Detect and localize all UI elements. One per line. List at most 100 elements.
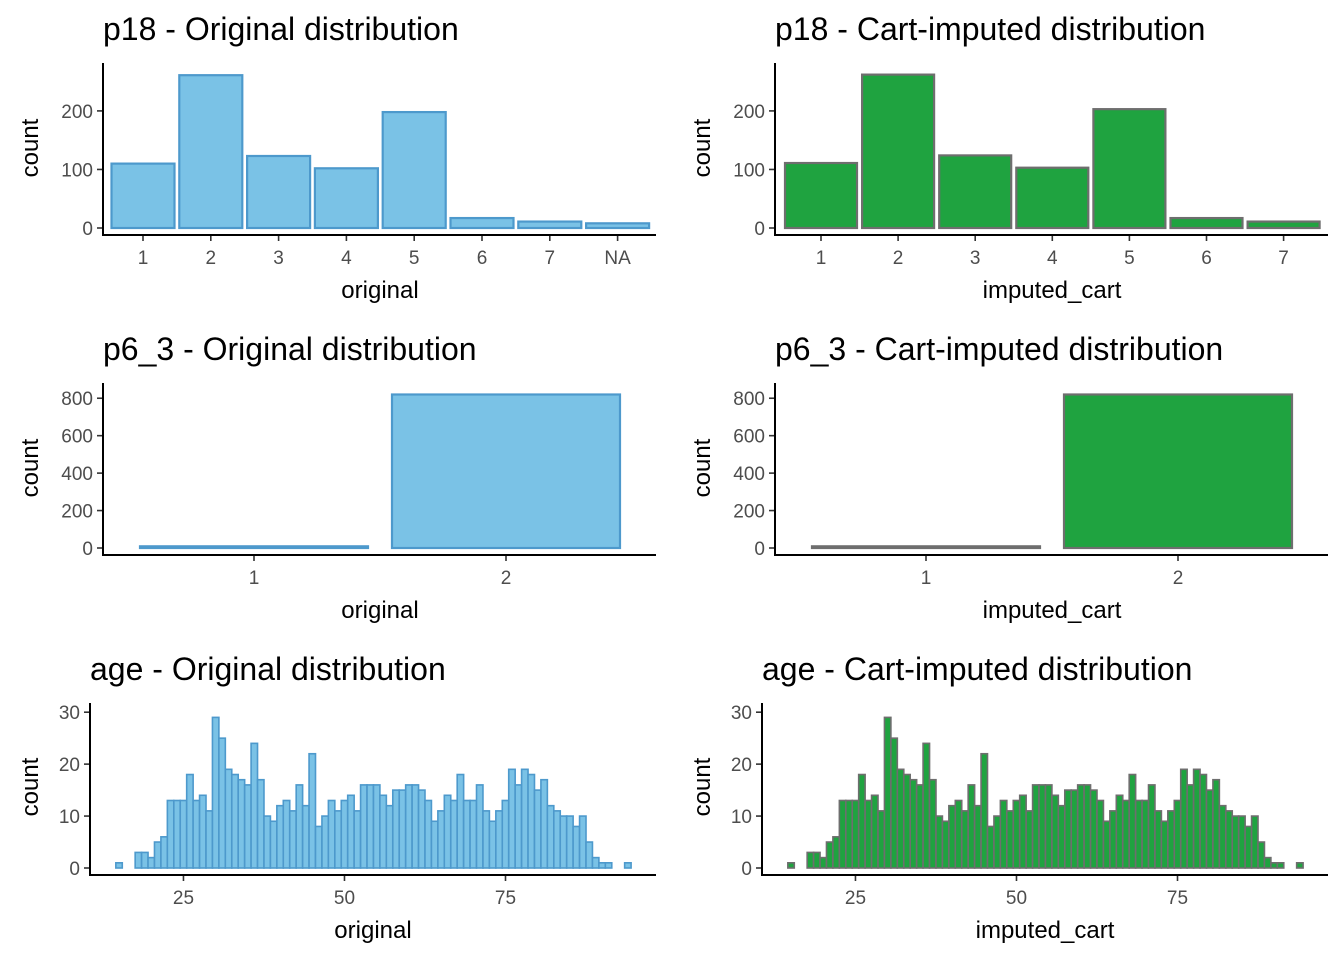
histogram-bin bbox=[948, 804, 957, 869]
histogram-bin bbox=[546, 804, 555, 869]
histogram-bin bbox=[890, 737, 899, 869]
y-tick-label: 400 bbox=[733, 464, 765, 485]
bar-6 bbox=[449, 216, 515, 230]
y-tick-label: 200 bbox=[61, 502, 93, 523]
y-axis-title: count bbox=[689, 118, 716, 177]
panel-title: p6_3 - Original distribution bbox=[103, 331, 477, 367]
x-tick-label: 1 bbox=[816, 248, 827, 269]
histogram-bin bbox=[314, 825, 323, 869]
histogram-bin bbox=[488, 820, 497, 869]
histogram-bin bbox=[482, 810, 491, 869]
histogram-bin bbox=[398, 789, 407, 869]
histogram-bin bbox=[812, 851, 821, 869]
histogram-bin bbox=[1199, 773, 1208, 869]
panel-title: p6_3 - Cart-imputed distribution bbox=[775, 331, 1223, 367]
histogram-bin bbox=[1225, 810, 1234, 869]
histogram-bin bbox=[424, 799, 433, 869]
histogram-bin bbox=[915, 784, 924, 869]
histogram-bin bbox=[1167, 810, 1176, 869]
histogram-bin bbox=[366, 784, 375, 869]
x-tick-label: 6 bbox=[1201, 248, 1212, 269]
y-tick-label: 200 bbox=[733, 502, 765, 523]
histogram-bin bbox=[288, 810, 297, 869]
histogram-bin bbox=[1154, 810, 1163, 869]
histogram-bin bbox=[1109, 810, 1118, 869]
panel-title: p18 - Cart-imputed distribution bbox=[775, 11, 1205, 47]
histogram-bin bbox=[1083, 784, 1092, 869]
histogram-bin bbox=[237, 778, 246, 869]
histogram-bin bbox=[851, 799, 860, 869]
histogram-bin bbox=[1044, 784, 1053, 869]
histogram-bin bbox=[527, 773, 536, 869]
y-axis-title: count bbox=[17, 118, 44, 177]
plot-area: 1 2 3 4 5 6 7 NA 0 100 200 bbox=[61, 63, 656, 269]
histogram-bin bbox=[173, 799, 182, 869]
x-tick-label: 2 bbox=[893, 248, 904, 269]
histogram-bin bbox=[1063, 789, 1073, 869]
y-tick-label: 600 bbox=[733, 427, 765, 448]
x-axis-title: original bbox=[341, 277, 418, 304]
panel-age-imputed: age - Cart-imputed distribution imputed_… bbox=[689, 651, 1328, 944]
x-tick-label: 4 bbox=[341, 248, 352, 269]
x-tick-label: 3 bbox=[273, 248, 284, 269]
x-axis-title: imputed_cart bbox=[983, 597, 1122, 624]
histogram-bin bbox=[935, 815, 944, 869]
histogram-bin bbox=[1128, 773, 1137, 869]
bar-5 bbox=[1092, 108, 1167, 230]
histogram-bin bbox=[166, 799, 175, 869]
histogram-bin bbox=[623, 862, 632, 869]
histogram-bin bbox=[327, 799, 336, 869]
plot-area: 25 50 75 0 10 20 30 bbox=[731, 703, 1328, 909]
y-tick-label: 10 bbox=[59, 807, 80, 828]
histogram-bin bbox=[1012, 799, 1021, 869]
histogram-bin bbox=[469, 799, 478, 869]
histogram-bin bbox=[896, 768, 905, 869]
y-axis-title: count bbox=[17, 438, 44, 497]
panel-p6-imputed: p6_3 - Cart-imputed distribution imputed… bbox=[689, 331, 1328, 624]
histogram-bin bbox=[1295, 862, 1304, 869]
histogram-bin bbox=[902, 773, 912, 869]
histogram-bin bbox=[250, 742, 259, 869]
histogram-bin bbox=[1102, 820, 1111, 869]
histogram-bin bbox=[1244, 825, 1253, 869]
histogram-bin bbox=[115, 862, 124, 869]
y-tick-label: 400 bbox=[61, 464, 93, 485]
histogram-bin bbox=[986, 825, 995, 869]
histogram-bin bbox=[1160, 820, 1169, 869]
x-tick-label: 7 bbox=[545, 248, 556, 269]
x-tick-label: 5 bbox=[409, 248, 420, 269]
histogram-bin bbox=[909, 778, 918, 869]
histogram-bin bbox=[140, 851, 149, 869]
histogram-bin bbox=[1115, 794, 1124, 869]
histogram-bin bbox=[838, 799, 847, 869]
histogram-bin bbox=[379, 794, 388, 869]
histogram-bin bbox=[864, 799, 873, 869]
histogram-bin bbox=[1263, 856, 1272, 869]
histogram-bin bbox=[1270, 862, 1279, 869]
histogram-bin bbox=[857, 773, 866, 869]
x-tick-label: 50 bbox=[334, 888, 355, 909]
y-tick-label: 10 bbox=[731, 807, 752, 828]
bar-3 bbox=[246, 154, 312, 230]
histogram-bin bbox=[1006, 810, 1015, 869]
histogram-bin bbox=[308, 752, 317, 869]
x-tick-label: 1 bbox=[921, 568, 932, 589]
bar-5 bbox=[381, 110, 447, 230]
x-tick-label: 25 bbox=[173, 888, 194, 909]
histogram-bin bbox=[301, 804, 310, 869]
histogram-bin bbox=[501, 799, 510, 869]
histogram-bin bbox=[507, 768, 516, 869]
bar-1 bbox=[138, 545, 370, 550]
histogram-bin bbox=[1038, 784, 1047, 869]
bar-1 bbox=[783, 161, 859, 230]
x-tick-label: 2 bbox=[501, 568, 512, 589]
y-tick-label: 30 bbox=[59, 703, 80, 724]
histogram-bin bbox=[999, 799, 1008, 869]
x-tick-label: 1 bbox=[138, 248, 149, 269]
panel-title: age - Cart-imputed distribution bbox=[762, 651, 1192, 687]
histogram-bin bbox=[443, 794, 452, 869]
bar-1 bbox=[810, 545, 1042, 550]
histogram-bin bbox=[954, 799, 963, 869]
y-tick-label: 200 bbox=[733, 102, 765, 123]
